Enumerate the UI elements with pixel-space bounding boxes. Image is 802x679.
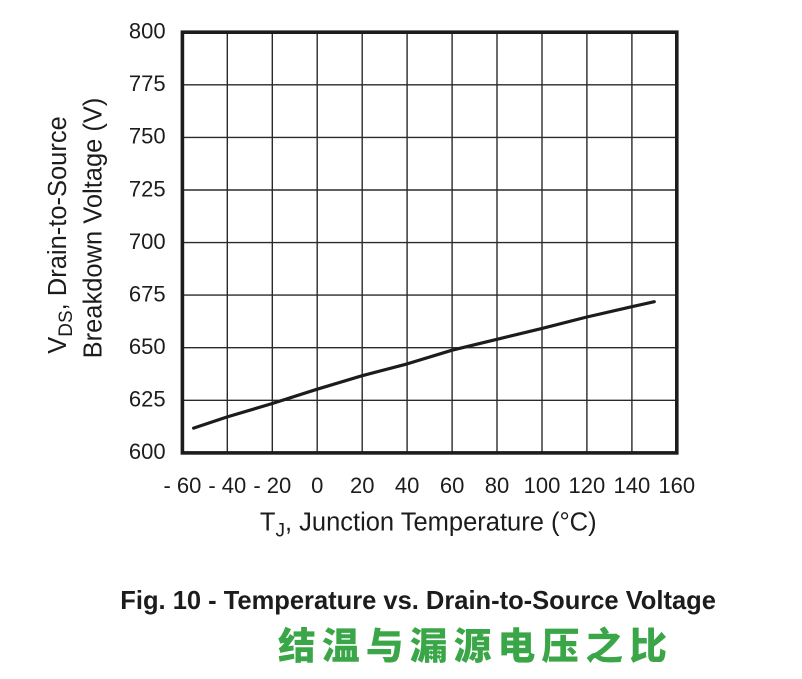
svg-text:750: 750 — [129, 124, 166, 149]
svg-text:- 60: - 60 — [163, 473, 201, 498]
svg-text:800: 800 — [129, 19, 166, 44]
svg-text:Fig. 10 - Temperature vs. Drai: Fig. 10 - Temperature vs. Drain-to-Sourc… — [120, 585, 716, 615]
svg-text:60: 60 — [440, 473, 464, 498]
svg-text:100: 100 — [524, 473, 561, 498]
svg-text:80: 80 — [485, 473, 509, 498]
svg-text:20: 20 — [350, 473, 374, 498]
svg-text:600: 600 — [129, 439, 166, 464]
svg-text:700: 700 — [129, 229, 166, 254]
svg-text:40: 40 — [395, 473, 419, 498]
svg-text:160: 160 — [658, 473, 695, 498]
svg-text:- 20: - 20 — [253, 473, 291, 498]
svg-text:650: 650 — [129, 334, 166, 359]
svg-text:Breakdown Voltage (V): Breakdown Voltage (V) — [79, 98, 107, 359]
svg-text:120: 120 — [569, 473, 606, 498]
svg-text:675: 675 — [129, 281, 166, 306]
svg-text:725: 725 — [129, 176, 166, 201]
svg-text:625: 625 — [129, 387, 166, 412]
svg-text:TJ, Junction Temperature (°C): TJ, Junction Temperature (°C) — [260, 508, 597, 541]
svg-text:- 40: - 40 — [208, 473, 246, 498]
svg-text:VDS, Drain-to-Source: VDS, Drain-to-Source — [44, 116, 77, 354]
svg-text:140: 140 — [614, 473, 651, 498]
svg-text:775: 775 — [129, 71, 166, 96]
svg-text:0: 0 — [311, 473, 323, 498]
